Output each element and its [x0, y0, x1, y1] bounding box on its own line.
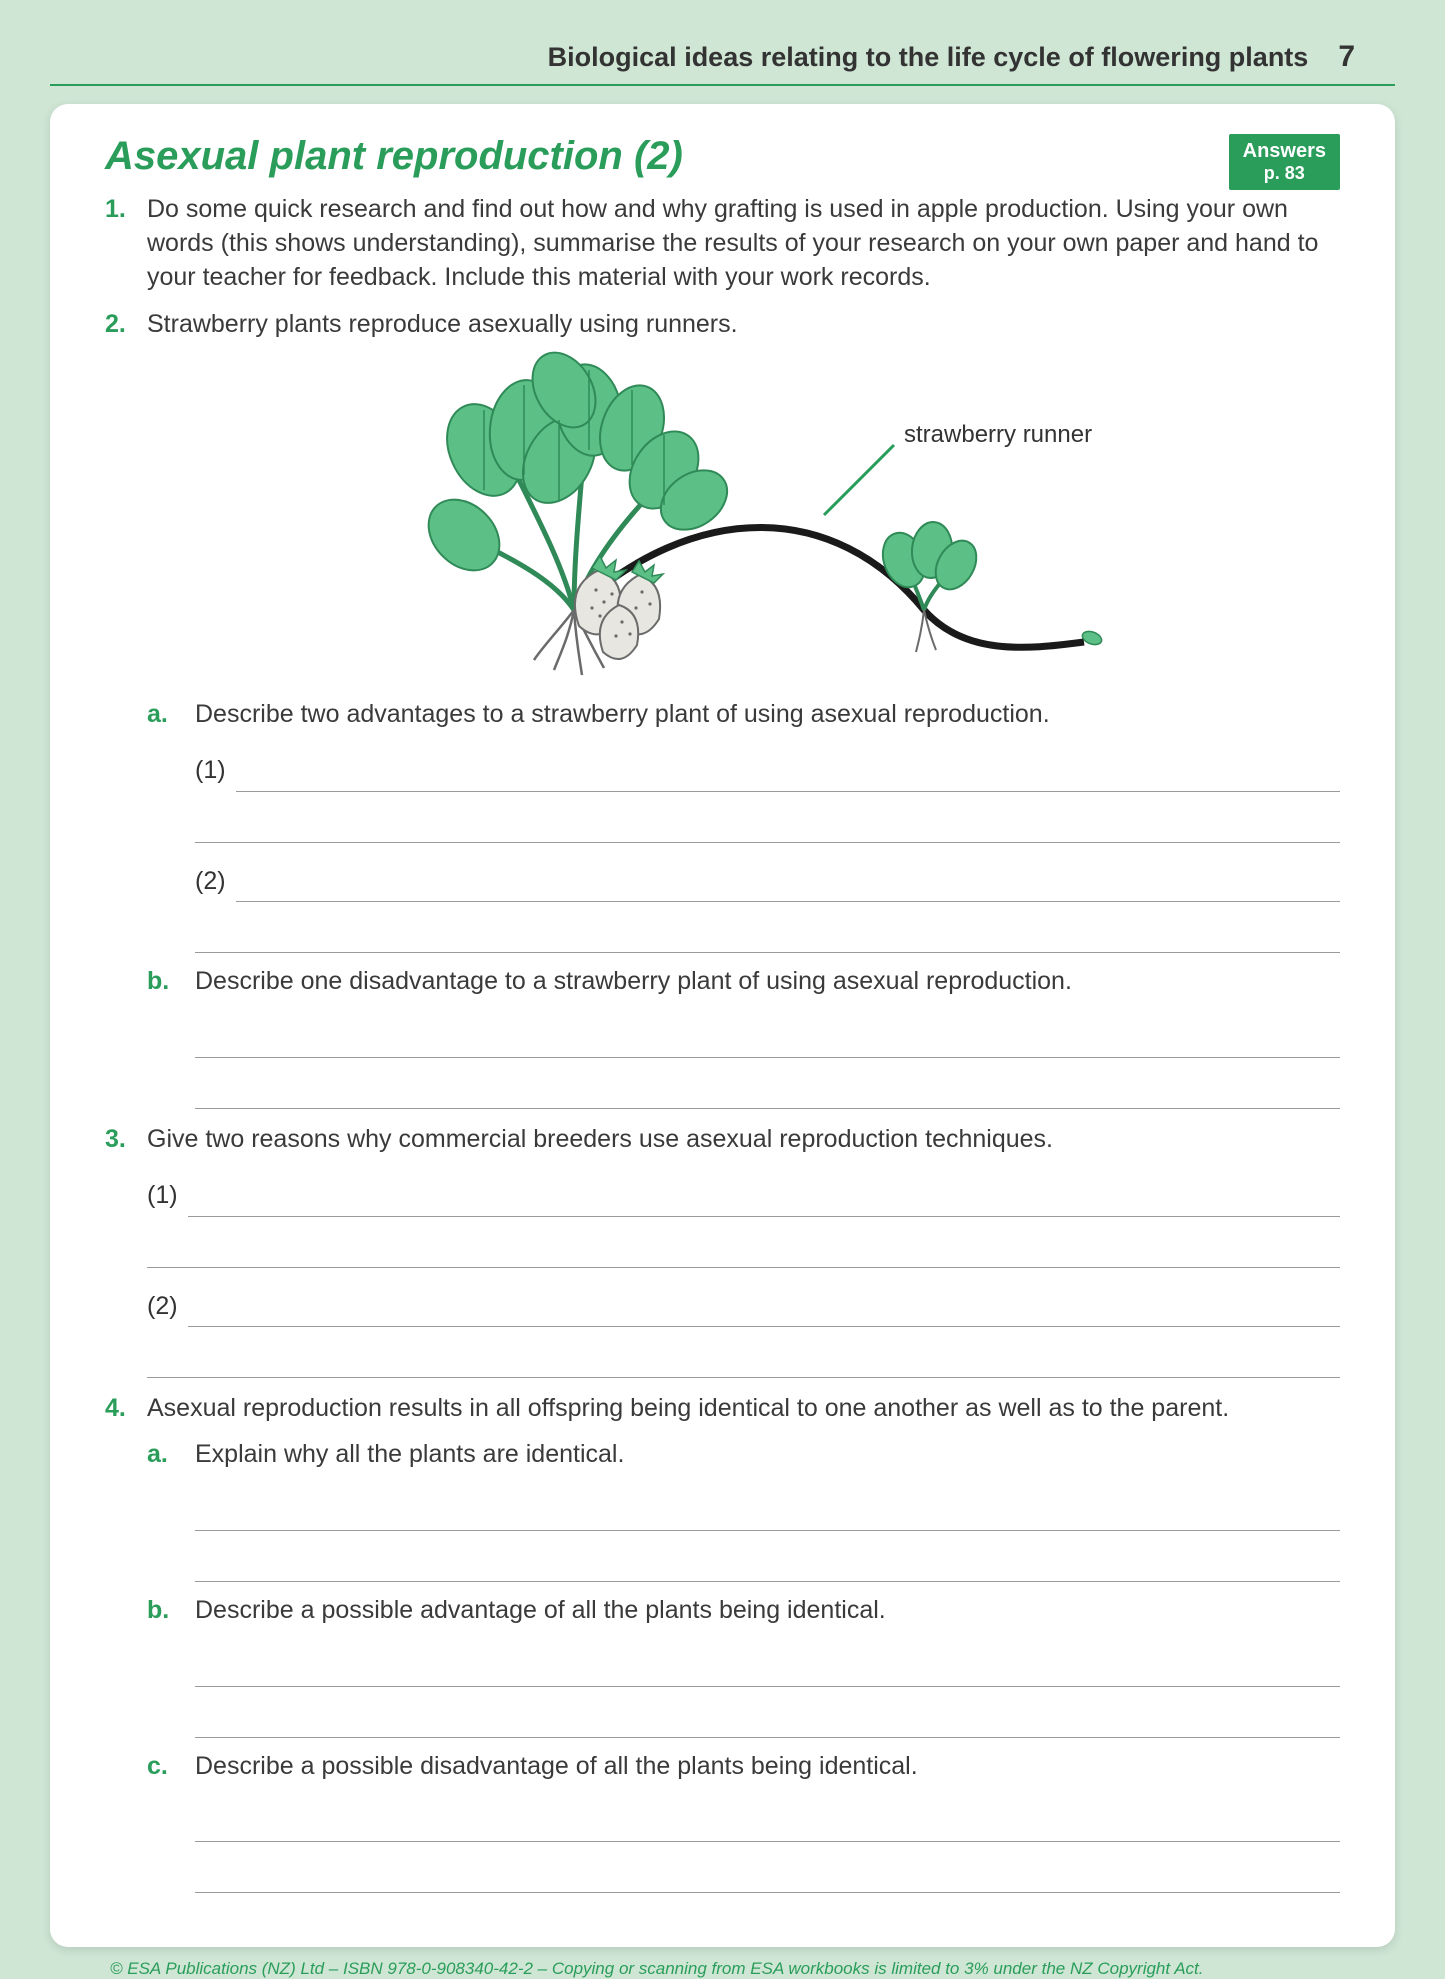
answer-line[interactable]: [195, 1650, 1340, 1687]
page-header: Biological ideas relating to the life cy…: [50, 40, 1395, 86]
question-text: Asexual reproduction results in all offs…: [147, 1394, 1229, 1422]
sub-letter: c.: [147, 1750, 168, 1784]
answer-line[interactable]: [195, 1709, 1340, 1738]
sub-letter: a.: [147, 1438, 168, 1472]
answer-line[interactable]: [195, 814, 1340, 843]
page-footer: © ESA Publications (NZ) Ltd – ISBN 978-0…: [50, 1947, 1395, 1979]
question-4: Asexual reproduction results in all offs…: [105, 1392, 1340, 1893]
question-2b: b. Describe one disadvantage to a strawb…: [147, 965, 1340, 1109]
question-2a: a. Describe two advantages to a strawber…: [147, 698, 1340, 953]
sub-letter: b.: [147, 1594, 169, 1628]
question-1: Do some quick research and find out how …: [105, 193, 1340, 294]
answer-line[interactable]: (1): [147, 1179, 1340, 1217]
strawberry-diagram: strawberry runner: [147, 350, 1340, 680]
question-4a: a. Explain why all the plants are identi…: [147, 1438, 1340, 1582]
answer-line[interactable]: [195, 1021, 1340, 1058]
worksheet-title: Asexual plant reproduction (2): [105, 134, 683, 179]
sub-text: Describe one disadvantage to a strawberr…: [195, 967, 1072, 995]
answers-badge-page: p. 83: [1243, 163, 1326, 184]
sub-text: Describe a possible disadvantage of all …: [195, 1752, 918, 1780]
answer-line[interactable]: (2): [195, 865, 1340, 903]
sub-letter: a.: [147, 698, 168, 732]
sub-text: Explain why all the plants are identical…: [195, 1440, 624, 1468]
answer-line[interactable]: [147, 1349, 1340, 1378]
question-text: Do some quick research and find out how …: [147, 195, 1318, 291]
answer-line[interactable]: [195, 1494, 1340, 1531]
answer-line[interactable]: [195, 924, 1340, 953]
strawberry-runner-icon: strawberry runner: [364, 350, 1124, 680]
answer-line[interactable]: [195, 1864, 1340, 1893]
answer-line[interactable]: [195, 1080, 1340, 1109]
running-head-title: Biological ideas relating to the life cy…: [548, 42, 1309, 73]
answer-line[interactable]: [195, 1553, 1340, 1582]
question-2: Strawberry plants reproduce asexually us…: [105, 308, 1340, 1109]
questions-list: Do some quick research and find out how …: [105, 193, 1340, 1893]
sub-text: Describe two advantages to a strawberry …: [195, 700, 1050, 728]
answer-line[interactable]: (2): [147, 1290, 1340, 1328]
question-4b: b. Describe a possible advantage of all …: [147, 1594, 1340, 1738]
answers-badge-label: Answers: [1243, 140, 1326, 162]
diagram-label: strawberry runner: [904, 421, 1092, 448]
question-3: Give two reasons why commercial breeders…: [105, 1123, 1340, 1378]
question-text: Strawberry plants reproduce asexually us…: [147, 310, 738, 338]
sub-text: Describe a possible advantage of all the…: [195, 1596, 886, 1624]
question-text: Give two reasons why commercial breeders…: [147, 1125, 1053, 1153]
answer-line[interactable]: [147, 1239, 1340, 1268]
answer-line[interactable]: (1): [195, 754, 1340, 792]
page-number: 7: [1338, 40, 1355, 74]
answer-line[interactable]: [195, 1805, 1340, 1842]
worksheet-card: Asexual plant reproduction (2) Answers p…: [50, 104, 1395, 1947]
question-4c: c. Describe a possible disadvantage of a…: [147, 1750, 1340, 1894]
answers-page-badge: Answers p. 83: [1229, 134, 1340, 190]
sub-letter: b.: [147, 965, 169, 999]
